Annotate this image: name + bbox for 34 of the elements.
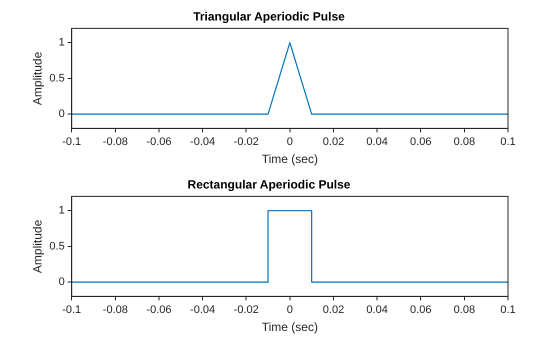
x-tick-label: -0.06: [146, 304, 172, 316]
x-tick-label: -0.02: [234, 304, 259, 316]
x-tick-label: -0.08: [102, 304, 128, 316]
x-tick-label: -0.08: [102, 136, 128, 148]
y-tick-label: 1: [58, 204, 65, 217]
x-tick-label: -0.1: [62, 136, 82, 148]
x-tick-label: -0.04: [190, 304, 216, 316]
x-tick-label: 0.06: [410, 136, 432, 148]
x-tick-label: 0.08: [454, 136, 476, 148]
x-tick-label: 0: [286, 304, 293, 316]
x-tick-label: 0.06: [410, 304, 432, 316]
x-tick-label: 0.08: [454, 304, 476, 316]
x-tick-label: 0.04: [366, 136, 388, 148]
x-tick-label: -0.06: [146, 136, 172, 148]
x-tick-label: 0.02: [322, 304, 344, 316]
x-tick-label: 0.1: [500, 136, 516, 148]
y-tick-label: 0: [58, 108, 65, 120]
x-axis-title: Time (sec): [262, 152, 318, 166]
y-tick-label: 0.5: [49, 240, 65, 252]
y-axis-title: Amplitude: [30, 51, 45, 106]
x-tick-label: 0.04: [366, 304, 388, 316]
x-tick-label: 0: [286, 136, 293, 148]
y-axis-title: Amplitude: [30, 219, 45, 274]
chart-title: Rectangular Aperiodic Pulse: [188, 178, 351, 192]
x-tick-label: -0.1: [62, 304, 82, 316]
y-tick-label: 1: [58, 36, 65, 49]
x-axis-title: Time (sec): [262, 320, 318, 334]
chart-title: Triangular Aperiodic Pulse: [193, 10, 346, 24]
x-tick-label: -0.04: [190, 136, 216, 148]
x-tick-label: -0.02: [234, 136, 259, 148]
x-tick-label: 0.02: [322, 136, 344, 148]
y-tick-label: 0: [58, 276, 65, 288]
x-tick-label: 0.1: [500, 304, 516, 316]
y-tick-label: 0.5: [49, 72, 65, 84]
